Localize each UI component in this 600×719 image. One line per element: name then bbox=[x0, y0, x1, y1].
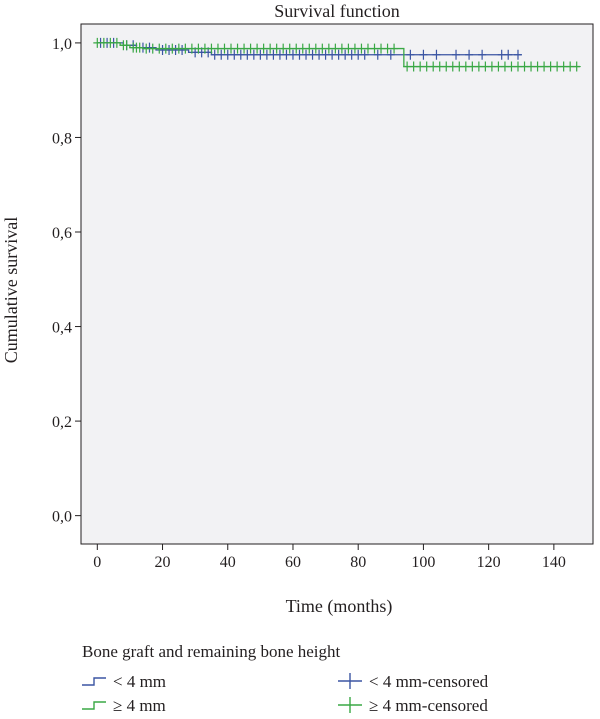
censor-mark bbox=[504, 49, 513, 60]
legend-entry: < 4 mm-censored bbox=[338, 672, 489, 691]
censor-mark bbox=[112, 37, 121, 48]
legend-entry: ≥ 4 mm-censored bbox=[338, 696, 488, 715]
y-axis: 0,0 0,2 0,4 0,6 0,8 1,0 bbox=[52, 36, 81, 526]
legend-title: Bone graft and remaining bone height bbox=[82, 642, 341, 661]
x-tick-label: 100 bbox=[411, 554, 435, 571]
x-tick-label: 0 bbox=[93, 554, 101, 571]
x-tick-label: 40 bbox=[220, 554, 236, 571]
legend-label: ≥ 4 mm-censored bbox=[369, 696, 488, 715]
y-tick-label: 0,8 bbox=[52, 130, 72, 147]
censor-mark bbox=[373, 49, 382, 60]
censor-mark bbox=[478, 49, 487, 60]
censor-mark bbox=[572, 61, 581, 72]
series-layer bbox=[93, 37, 581, 72]
x-tick-label: 20 bbox=[155, 554, 171, 571]
y-tick-label: 0,6 bbox=[52, 225, 72, 242]
y-tick-label: 1,0 bbox=[52, 36, 72, 53]
censor-mark bbox=[360, 49, 369, 60]
legend-entry: < 4 mm bbox=[82, 672, 166, 691]
censor-mark bbox=[406, 49, 415, 60]
legend-label: < 4 mm-censored bbox=[369, 672, 489, 691]
censor-mark bbox=[452, 49, 461, 60]
legend-line-swatch bbox=[82, 677, 106, 686]
legend-label: < 4 mm bbox=[113, 672, 166, 691]
y-tick-label: 0,4 bbox=[52, 320, 72, 337]
censor-mark bbox=[419, 49, 428, 60]
censor-mark bbox=[390, 43, 399, 54]
censor-mark bbox=[135, 42, 144, 53]
censor-mark bbox=[122, 40, 131, 51]
x-axis-label: Time (months) bbox=[286, 596, 393, 617]
censor-mark bbox=[386, 49, 395, 60]
censor-mark bbox=[465, 49, 474, 60]
x-axis: 0 20 40 60 80 100 120 140 bbox=[93, 544, 566, 571]
y-tick-label: 0,0 bbox=[52, 509, 72, 526]
legend-censor-swatch bbox=[338, 697, 362, 713]
legend: Bone graft and remaining bone height < 4… bbox=[82, 642, 489, 715]
legend-entry: ≥ 4 mm bbox=[82, 696, 166, 715]
y-tick-label: 0,2 bbox=[52, 414, 72, 431]
x-tick-label: 140 bbox=[542, 554, 566, 571]
legend-line-swatch bbox=[82, 701, 106, 710]
x-tick-label: 80 bbox=[350, 554, 366, 571]
legend-label: ≥ 4 mm bbox=[113, 696, 166, 715]
x-tick-label: 60 bbox=[285, 554, 301, 571]
chart-title: Survival function bbox=[274, 1, 399, 21]
legend-censor-swatch bbox=[338, 673, 362, 689]
x-tick-label: 120 bbox=[477, 554, 501, 571]
censor-mark bbox=[513, 49, 522, 60]
y-axis-label: Cumulative survival bbox=[1, 217, 21, 363]
plot-area bbox=[80, 23, 594, 545]
censor-mark bbox=[432, 49, 441, 60]
